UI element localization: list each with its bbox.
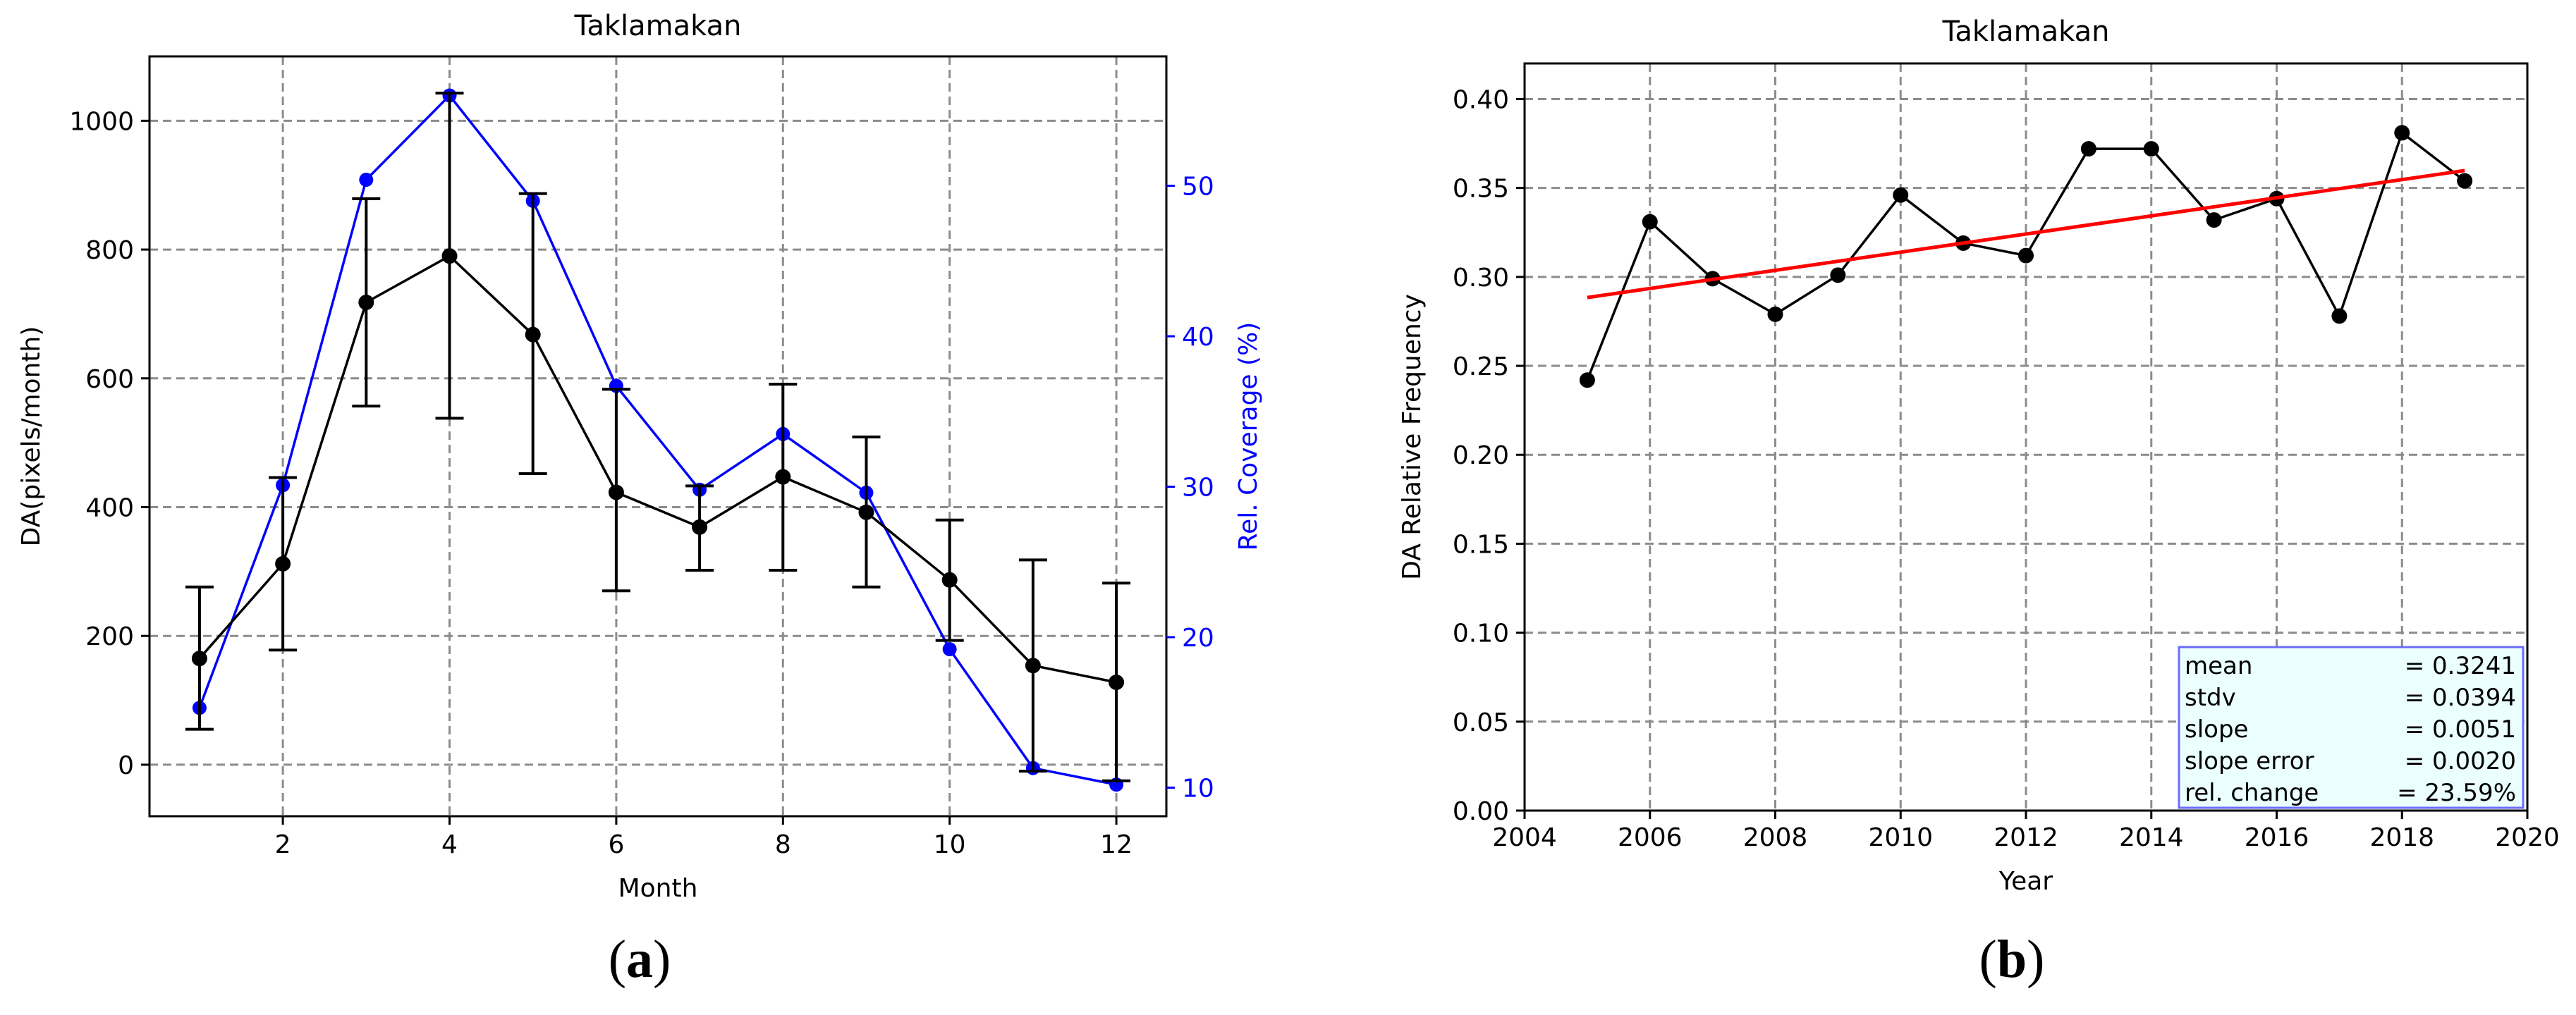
y2-tick-label: 10 <box>1182 774 1214 803</box>
y-tick-label: 0.05 <box>1453 708 1509 737</box>
point-relative-frequency <box>2206 212 2222 228</box>
series-line-rel-coverage <box>198 94 1117 786</box>
point-relative-frequency <box>2080 141 2096 157</box>
point-relative-frequency <box>1642 214 1658 230</box>
series-line-da <box>198 254 1117 684</box>
point-da <box>608 484 624 500</box>
x-tick-label: 2014 <box>2119 823 2184 852</box>
y2-tick-label: 20 <box>1182 624 1214 653</box>
x-tick-label: 8 <box>775 830 791 859</box>
y-tick-label: 0.25 <box>1453 352 1509 381</box>
point-da <box>525 326 541 343</box>
y-tick-label: 0.40 <box>1453 85 1509 114</box>
stats-value: = 0.3241 <box>2405 652 2516 680</box>
x-tick-label: 4 <box>441 830 458 859</box>
x-tick-label: 6 <box>608 830 624 859</box>
x-tick-label: 2004 <box>1492 823 1557 852</box>
point-da <box>441 248 458 264</box>
y2-axis-label-a: Rel. Coverage (%) <box>1234 322 1263 551</box>
point-da <box>941 572 958 588</box>
point-relative-frequency <box>2457 173 2473 189</box>
x-tick-label: 2010 <box>1868 823 1933 852</box>
y2-tick-label: 40 <box>1182 323 1214 352</box>
caption-a: (a) <box>608 930 671 989</box>
stats-label: mean <box>2185 652 2252 680</box>
x-tick-label: 12 <box>1100 830 1133 859</box>
point-relative-frequency <box>2331 308 2348 324</box>
point-da <box>191 651 207 667</box>
y-tick-label: 0.10 <box>1453 620 1509 648</box>
plot-frame-a <box>148 55 1168 818</box>
x-tick-label: 2018 <box>2369 823 2434 852</box>
x-tick-label: 2016 <box>2245 823 2309 852</box>
y-axis-label-a: DA(pixels/month) <box>17 326 46 547</box>
x-tick-label: 2008 <box>1743 823 1808 852</box>
y-tick-label: 600 <box>85 365 134 394</box>
x-tick-label: 10 <box>934 830 966 859</box>
point-relative-frequency <box>1830 267 1846 283</box>
point-relative-frequency <box>2018 247 2034 264</box>
y2-tick-label: 30 <box>1182 474 1214 503</box>
point-da <box>692 519 708 535</box>
x-axis-label-a: Month <box>618 874 698 903</box>
x-tick-label: 2012 <box>1994 823 2058 852</box>
y-tick-label: 1000 <box>69 107 134 136</box>
stats-box <box>2178 646 2525 809</box>
point-da <box>358 294 374 310</box>
y-tick-label: 0.35 <box>1453 175 1509 204</box>
chart-title-b: Taklamakan <box>1942 16 2110 48</box>
point-relative-frequency <box>2394 125 2410 141</box>
point-relative-frequency <box>1579 372 1595 388</box>
stats-label: slope error <box>2185 747 2314 775</box>
x-tick-label: 2020 <box>2495 823 2560 852</box>
point-relative-frequency <box>2143 141 2159 157</box>
point-da <box>1025 658 1041 674</box>
point-relative-frequency <box>1767 306 1783 322</box>
caption-b: (b) <box>1979 930 2045 989</box>
x-axis-label-b: Year <box>1998 867 2053 896</box>
chart-title-a: Taklamakan <box>574 10 742 42</box>
y-tick-label: 0 <box>118 751 134 780</box>
point-relative-frequency <box>1893 187 1909 203</box>
point-rel-coverage <box>942 642 957 657</box>
stats-label: stdv <box>2185 684 2236 712</box>
y2-tick-label: 50 <box>1182 173 1214 202</box>
y-tick-label: 200 <box>85 622 134 651</box>
y-tick-label: 0.15 <box>1453 530 1509 559</box>
y-tick-label: 400 <box>85 493 134 522</box>
trend-line <box>1587 168 2465 300</box>
point-da <box>275 555 291 572</box>
point-rel-coverage <box>359 173 374 187</box>
y-axis-label-b: DA Relative Frequency <box>1398 294 1427 580</box>
y-tick-label: 800 <box>85 236 134 265</box>
point-da <box>775 469 791 485</box>
stats-label: rel. change <box>2185 779 2319 807</box>
y-tick-label: 0.20 <box>1453 441 1509 470</box>
stats-value: = 0.0020 <box>2405 747 2516 775</box>
x-tick-label: 2 <box>275 830 291 859</box>
stats-value: = 0.0051 <box>2405 715 2516 744</box>
y-tick-label: 0.30 <box>1453 264 1509 293</box>
stats-label: slope <box>2185 715 2248 744</box>
point-da <box>1109 674 1125 690</box>
x-tick-label: 2006 <box>1618 823 1683 852</box>
y-tick-label: 0.00 <box>1453 797 1509 826</box>
stats-value: = 0.0394 <box>2405 684 2516 712</box>
stats-value: = 23.59% <box>2397 779 2516 807</box>
point-da <box>858 504 874 520</box>
